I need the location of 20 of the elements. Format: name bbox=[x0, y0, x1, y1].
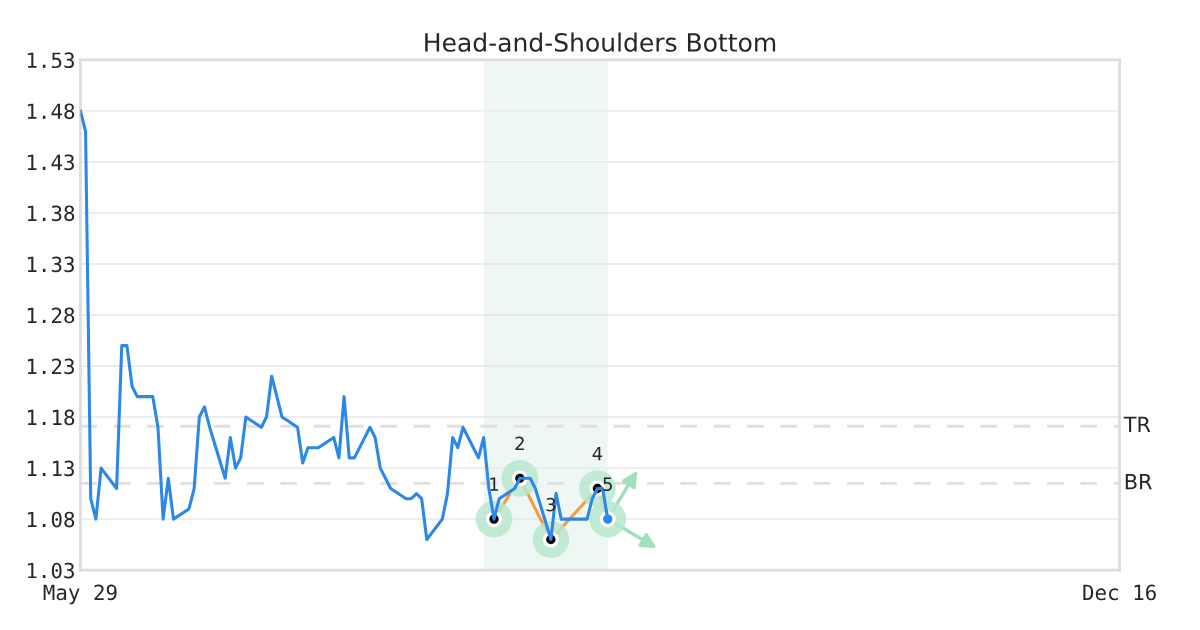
annotation: 2 bbox=[515, 436, 524, 450]
x-tick-label: Dec 16 bbox=[1083, 584, 1156, 601]
y-tick-label: 1.23 bbox=[27, 358, 74, 375]
y-tick-label: 1.43 bbox=[27, 154, 74, 171]
y-tick-label: 1.08 bbox=[27, 511, 75, 528]
ref-line-label: BR bbox=[1125, 473, 1152, 490]
annotation: 4 bbox=[592, 446, 603, 461]
chart-title: Head-and-Shoulders Bottom bbox=[425, 32, 776, 52]
y-tick-label: 1.13 bbox=[27, 460, 74, 477]
y-tick-label: 1.18 bbox=[27, 409, 75, 426]
annotation: 5 bbox=[603, 477, 612, 492]
annotation: 1 bbox=[490, 477, 499, 491]
x-tick-label: May 29 bbox=[43, 584, 117, 605]
y-tick-label: 1.48 bbox=[27, 103, 75, 120]
y-tick-label: 1.53 bbox=[27, 52, 74, 69]
y-tick-label: 1.33 bbox=[27, 256, 74, 273]
y-tick-label: 1.28 bbox=[27, 307, 75, 324]
y-tick-label: 1.03 bbox=[27, 562, 74, 579]
ref-line-label: TR bbox=[1123, 416, 1151, 432]
y-tick-label: 1.38 bbox=[27, 205, 75, 222]
